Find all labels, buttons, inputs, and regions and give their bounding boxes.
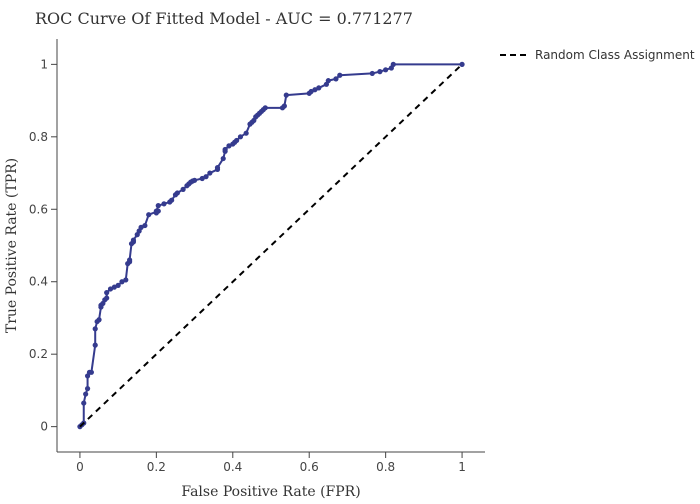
roc-curve-point — [337, 72, 343, 78]
x-tick-label: 0.8 — [376, 460, 395, 474]
y-axis-title: True Positive Rate (TPR) — [4, 158, 20, 333]
roc-curve-point — [262, 105, 268, 111]
roc-curve-point — [104, 295, 110, 301]
y-tick-label: 0.6 — [29, 202, 48, 216]
roc-curve-point — [169, 197, 175, 203]
roc-curve-point — [207, 170, 213, 176]
series-layer — [77, 61, 465, 430]
roc-curve-point — [130, 237, 137, 243]
roc-curve-point — [153, 208, 159, 214]
roc-curve-point — [377, 69, 383, 75]
roc-curve-point — [214, 165, 221, 171]
x-tick-label: 0.6 — [300, 460, 319, 474]
chart-title: ROC Curve Of Fitted Model - AUC = 0.7712… — [35, 9, 413, 28]
y-tick-label: 0.8 — [29, 130, 48, 144]
roc-curve-point — [237, 134, 244, 140]
roc-curve-point — [316, 85, 322, 91]
x-tick-label: 0.4 — [223, 460, 242, 474]
x-axis-title: False Positive Rate (FPR) — [181, 484, 360, 500]
y-tick-label: 0.4 — [29, 275, 48, 289]
roc-curve-point — [83, 391, 89, 397]
roc-curve-point — [243, 130, 249, 136]
legend: Random Class Assignment — [500, 48, 695, 62]
roc-curve-point — [96, 317, 102, 323]
roc-curve-point — [325, 78, 331, 84]
roc-curve-point — [104, 290, 110, 296]
y-tick-label: 0 — [40, 420, 48, 434]
roc-curve-point — [88, 369, 94, 375]
roc-curve-point — [333, 76, 339, 82]
x-tick-label: 1 — [458, 460, 466, 474]
roc-curve-point — [142, 222, 148, 229]
roc-curve-point — [161, 201, 167, 207]
roc-curve-point — [123, 277, 129, 283]
roc-curve-point — [155, 203, 161, 209]
roc-curve-point — [115, 282, 121, 288]
roc-curve-point — [220, 155, 226, 162]
roc-curve-point — [146, 212, 152, 218]
legend-label-random-class-assignment: Random Class Assignment — [535, 48, 695, 62]
roc-curve-point — [92, 342, 98, 348]
roc-curve-point — [459, 61, 465, 67]
roc-curve-point — [390, 61, 396, 67]
y-tick-label: 1 — [40, 57, 48, 71]
roc-curve-point — [369, 70, 375, 77]
text-layer: ROC Curve Of Fitted Model - AUC = 0.7712… — [4, 9, 695, 500]
roc-curve-point — [92, 326, 98, 332]
roc-curve-point — [203, 174, 209, 180]
roc-curve-point — [191, 177, 198, 183]
roc-curve-point — [283, 92, 289, 98]
y-tick-label: 0.2 — [29, 347, 48, 361]
x-tick-label: 0.2 — [147, 460, 166, 474]
roc-curve-point — [127, 257, 133, 263]
roc-curve-point — [222, 146, 228, 153]
roc-curve-point — [281, 103, 287, 109]
roc-curve-point — [180, 186, 186, 192]
axes-layer: 0 0.2 0.4 0.6 0.8 1 0 0.2 0.4 0.6 0.8 1 — [29, 39, 485, 474]
roc-curve-point — [383, 67, 389, 73]
x-tick-label: 0 — [76, 460, 84, 474]
random-class-assignment-line — [79, 63, 463, 428]
roc-curve-point — [174, 190, 180, 196]
roc-curve-point — [234, 137, 240, 144]
roc-curve-point — [81, 400, 87, 406]
roc-curve-point — [84, 386, 91, 392]
